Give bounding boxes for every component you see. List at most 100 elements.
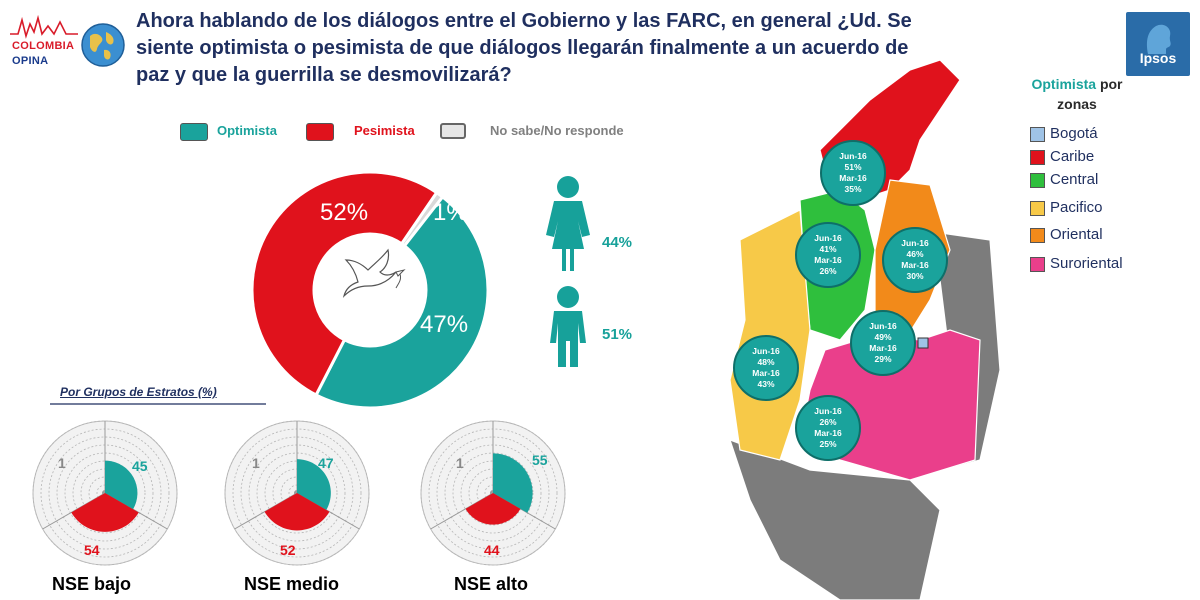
map-zone-bogota — [917, 337, 929, 349]
main-donut-chart: 52% 1% 47% — [250, 170, 490, 410]
bubble-line: 48% — [757, 357, 774, 367]
bubble-line: Mar-16 — [869, 343, 897, 353]
radar-chart — [420, 420, 566, 566]
bubble-suroriental: Jun-16 26% Mar-16 25% — [795, 395, 861, 461]
radar-gridline — [224, 420, 370, 566]
bubble-line: 26% — [819, 417, 836, 427]
bubble-bogota: Jun-16 49% Mar-16 29% — [850, 310, 916, 376]
radar-sector-optimista — [493, 453, 533, 513]
zone-label-suroriental: Suroriental — [1050, 255, 1123, 272]
bubble-line: Mar-16 — [752, 368, 780, 378]
bubble-line: Jun-16 — [814, 233, 842, 243]
bubble-line: 29% — [874, 354, 891, 364]
radar-gridline — [436, 436, 550, 550]
zones-title-line2: zonas — [1057, 96, 1097, 112]
legend-label-optimista: Optimista — [217, 123, 277, 138]
donut-hole — [314, 234, 426, 346]
radar-sector-optimista — [105, 460, 138, 510]
legend-label-nsnr: No sabe/No responde — [490, 123, 624, 138]
radar-value-pesimista: 52 — [280, 542, 296, 558]
women-pct: 44% — [602, 234, 632, 251]
zone-label-caribe: Caribe — [1050, 148, 1095, 165]
zone-label-bogota: Bogotá — [1050, 125, 1098, 142]
legend-swatch-pesimista — [306, 123, 334, 141]
dove-icon — [342, 248, 406, 298]
bubble-line: 26% — [819, 266, 836, 276]
legend-swatch-nsnr — [440, 123, 466, 139]
bubble-line: Jun-16 — [901, 238, 929, 248]
bubble-line: Jun-16 — [869, 321, 897, 331]
radar-value-optimista: 45 — [132, 458, 148, 474]
radar-value-pesimista: 54 — [84, 542, 100, 558]
bubble-line: Jun-16 — [814, 406, 842, 416]
pulse-line-icon — [10, 14, 78, 39]
bubble-line: Mar-16 — [901, 260, 929, 270]
ipsos-head-icon — [1146, 24, 1171, 54]
colombia-map: Jun-16 51% Mar-16 35% Jun-16 41% Mar-16 … — [729, 59, 1000, 600]
bubble-line: Jun-16 — [752, 346, 780, 356]
radar-sector-nsnr — [294, 490, 297, 495]
bubble-pacifico: Jun-16 48% Mar-16 43% — [733, 335, 799, 401]
radar-gridline — [32, 420, 178, 566]
legend-swatch-optimista — [180, 123, 208, 141]
radar-value-nsnr: 1 — [252, 455, 260, 471]
radar-chart — [224, 420, 370, 566]
globe-icon — [81, 23, 125, 67]
nse-label: NSE alto — [454, 574, 529, 594]
bubble-line: 43% — [757, 379, 774, 389]
radar-nse-bajo: 1 45 54 NSE bajo — [20, 410, 190, 600]
radar-chart — [32, 420, 178, 566]
gender-breakdown: 44% 51% — [546, 176, 632, 367]
bubble-line: Jun-16 — [839, 151, 867, 161]
bubble-line: 46% — [906, 249, 923, 259]
radar-value-nsnr: 1 — [58, 455, 66, 471]
radar-sector-nsnr — [490, 490, 493, 495]
bubble-line: 35% — [844, 184, 861, 194]
donut-label-pesimista: 52% — [320, 199, 368, 226]
zone-swatch-bogota — [1030, 127, 1045, 142]
bubble-line: 51% — [844, 162, 861, 172]
bubble-caribe: Jun-16 51% Mar-16 35% — [820, 140, 886, 206]
question-title: Ahora hablando de los diálogos entre el … — [136, 10, 912, 86]
radar-value-nsnr: 1 — [456, 455, 464, 471]
zone-swatch-pacifico — [1030, 201, 1045, 216]
radar-gridline — [420, 420, 566, 566]
zone-label-central: Central — [1050, 171, 1099, 188]
nse-label: NSE medio — [244, 574, 340, 594]
radar-gridline — [48, 436, 162, 550]
bubble-line: Mar-16 — [839, 173, 867, 183]
zones-legend-title: Optimista por zonas — [1012, 74, 1142, 114]
zone-swatch-oriental — [1030, 228, 1045, 243]
zones-title-suffix: por — [1096, 76, 1123, 92]
man-icon — [550, 286, 586, 367]
legend-label-pesimista: Pesimista — [354, 123, 415, 138]
radar-value-pesimista: 44 — [484, 542, 500, 558]
bubble-oriental: Jun-16 46% Mar-16 30% — [882, 227, 948, 293]
radar-nse-medio: 1 47 52 NSE medio — [212, 410, 382, 600]
radar-gridline — [240, 436, 354, 550]
zone-swatch-suroriental — [1030, 257, 1045, 272]
map-region-grey-south — [729, 438, 941, 600]
zones-title-highlight: Optimista — [1031, 76, 1097, 92]
colombia-opina-logo: COLOMBIA OPINA — [8, 14, 80, 74]
bubble-central: Jun-16 41% Mar-16 26% — [795, 222, 861, 288]
nse-label: NSE bajo — [52, 574, 132, 594]
radar-sector-optimista — [297, 459, 331, 510]
logo-text-line1: COLOMBIA — [12, 40, 75, 52]
radar-value-optimista: 55 — [532, 452, 548, 468]
radar-nse-alto: 1 55 44 NSE alto — [408, 410, 578, 600]
zone-label-oriental: Oriental — [1050, 226, 1103, 243]
radar-value-optimista: 47 — [318, 455, 334, 471]
zone-label-pacifico: Pacifico — [1050, 199, 1103, 216]
woman-icon — [546, 176, 590, 271]
ipsos-logo-text: Ipsos — [1139, 50, 1177, 66]
men-pct: 51% — [602, 326, 632, 343]
donut-label-nsnr: 1% — [433, 199, 468, 226]
bubble-line: Mar-16 — [814, 428, 842, 438]
bubble-line: 49% — [874, 332, 891, 342]
bubble-line: 25% — [819, 439, 836, 449]
estratos-divider — [50, 403, 266, 405]
bubble-line: Mar-16 — [814, 255, 842, 265]
zone-swatch-caribe — [1030, 150, 1045, 165]
radar-sector-nsnr — [102, 490, 105, 495]
